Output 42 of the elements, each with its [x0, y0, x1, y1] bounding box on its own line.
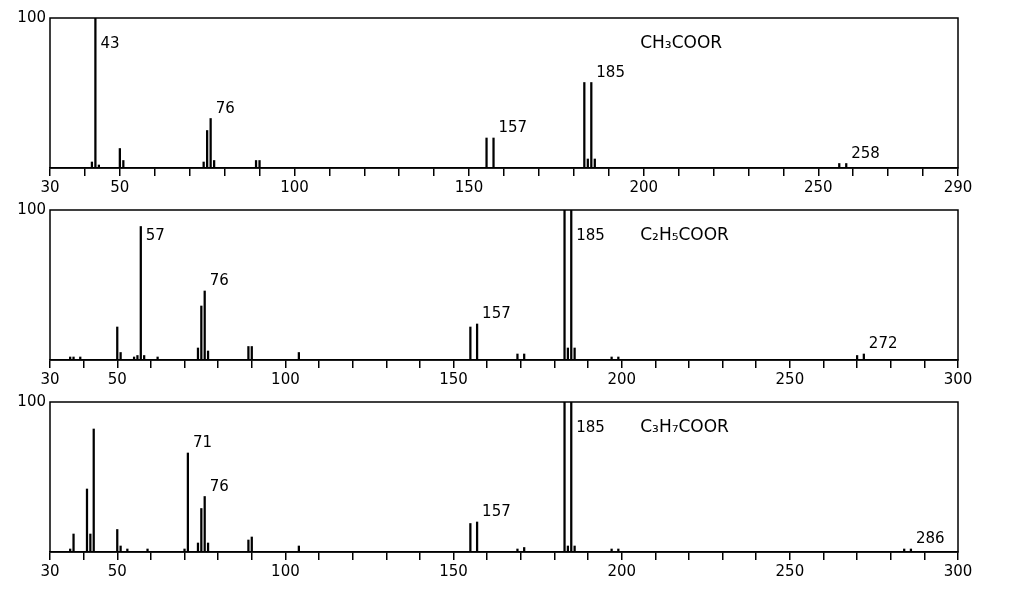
annotation: 286: [915, 529, 945, 547]
text: C₃H₇COOR: [640, 416, 730, 436]
annotation: 76: [215, 98, 235, 117]
annotation: 43: [100, 34, 120, 52]
annotation: 157: [482, 304, 511, 322]
annotation: 57: [145, 226, 165, 244]
annotation: 258: [851, 143, 880, 162]
x-tick-label: 300: [943, 561, 973, 580]
x-tick-label: 30: [40, 369, 60, 388]
annotation: 71: [192, 433, 212, 451]
annotation: 272: [868, 334, 898, 352]
text: CH₃COOR: [640, 32, 723, 52]
x-tick-label: 150: [439, 561, 468, 580]
text: C₂H₅COOR: [640, 224, 730, 244]
x-tick-label: 200: [607, 561, 637, 580]
x-tick-label: 50: [107, 561, 127, 580]
annotation: 185: [596, 62, 625, 81]
annotation: 157: [482, 502, 511, 520]
x-tick-label: 250: [775, 561, 805, 580]
x-tick-label: 100: [271, 561, 300, 580]
x-tick-label: 250: [803, 177, 833, 196]
y-axis-title: 100: [17, 7, 46, 26]
x-tick-label: 50: [110, 177, 130, 196]
x-tick-label: 290: [943, 177, 973, 196]
x-tick-label: 250: [775, 369, 805, 388]
y-axis-title: 100: [17, 199, 46, 218]
x-tick-label: 50: [107, 369, 127, 388]
x-tick-label: 30: [40, 177, 60, 196]
annotation: 185: [576, 418, 605, 436]
annotation: 185: [576, 226, 605, 244]
x-tick-label: 200: [607, 369, 637, 388]
x-tick-label: 150: [439, 369, 468, 388]
x-tick-label: 300: [943, 369, 973, 388]
x-tick-label: 150: [454, 177, 484, 196]
y-axis-title: 100: [17, 391, 46, 410]
x-tick-label: 100: [280, 177, 309, 196]
annotation: 76: [209, 476, 229, 495]
x-tick-label: 200: [629, 177, 659, 196]
annotation: 157: [498, 118, 528, 136]
x-tick-label: 100: [271, 369, 300, 388]
x-tick-label: 30: [40, 561, 60, 580]
annotation: 76: [209, 271, 229, 289]
